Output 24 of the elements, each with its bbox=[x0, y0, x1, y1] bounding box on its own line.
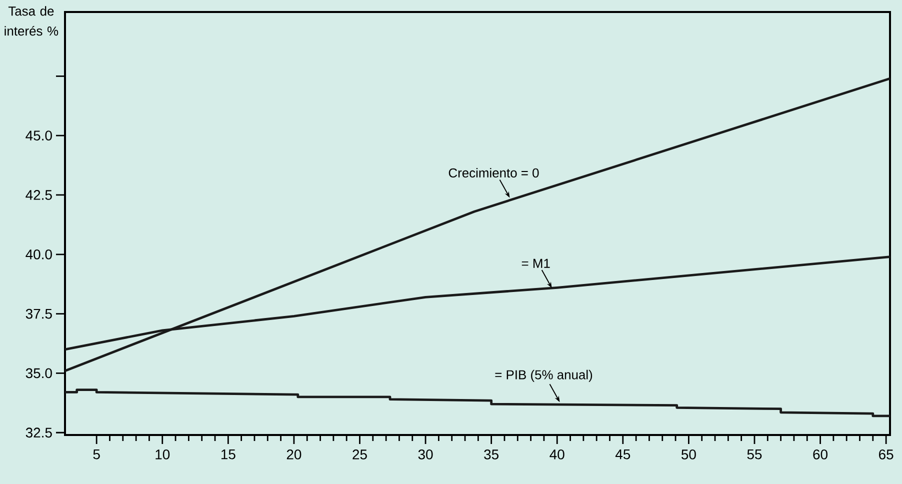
y-tick-label: 45.0 bbox=[26, 130, 52, 141]
x-tick-label: 55 bbox=[747, 450, 762, 460]
x-tick-label: 60 bbox=[813, 450, 828, 460]
y-tick-label: 40.0 bbox=[26, 249, 52, 260]
x-tick-label: 15 bbox=[221, 450, 236, 460]
annotation: = M1 bbox=[522, 258, 550, 268]
annotation: Crecimiento = 0 bbox=[448, 168, 539, 178]
x-tick-label: 50 bbox=[681, 450, 696, 460]
x-tick-label: 45 bbox=[615, 450, 630, 460]
x-tick-label: 35 bbox=[484, 450, 498, 460]
x-tick-label: 10 bbox=[156, 450, 170, 460]
x-tick-label: 5 bbox=[93, 450, 100, 460]
y-tick-label: 35.0 bbox=[26, 368, 52, 378]
x-tick-label: 65 bbox=[879, 450, 894, 460]
y-tick-label: 37.5 bbox=[26, 308, 52, 319]
y-tick-label: 42.5 bbox=[26, 190, 52, 200]
x-tick-label: 40 bbox=[550, 450, 564, 460]
y-tick-label: 32.5 bbox=[26, 428, 52, 438]
x-tick-label: 30 bbox=[418, 450, 433, 460]
x-tick-label: 25 bbox=[352, 450, 367, 460]
x-tick-label: 20 bbox=[286, 450, 302, 460]
line-series bbox=[64, 388, 892, 418]
y-axis-title: Tasa de interés % bbox=[4, 6, 58, 36]
annotation: = PIB (5% anual) bbox=[495, 370, 592, 382]
